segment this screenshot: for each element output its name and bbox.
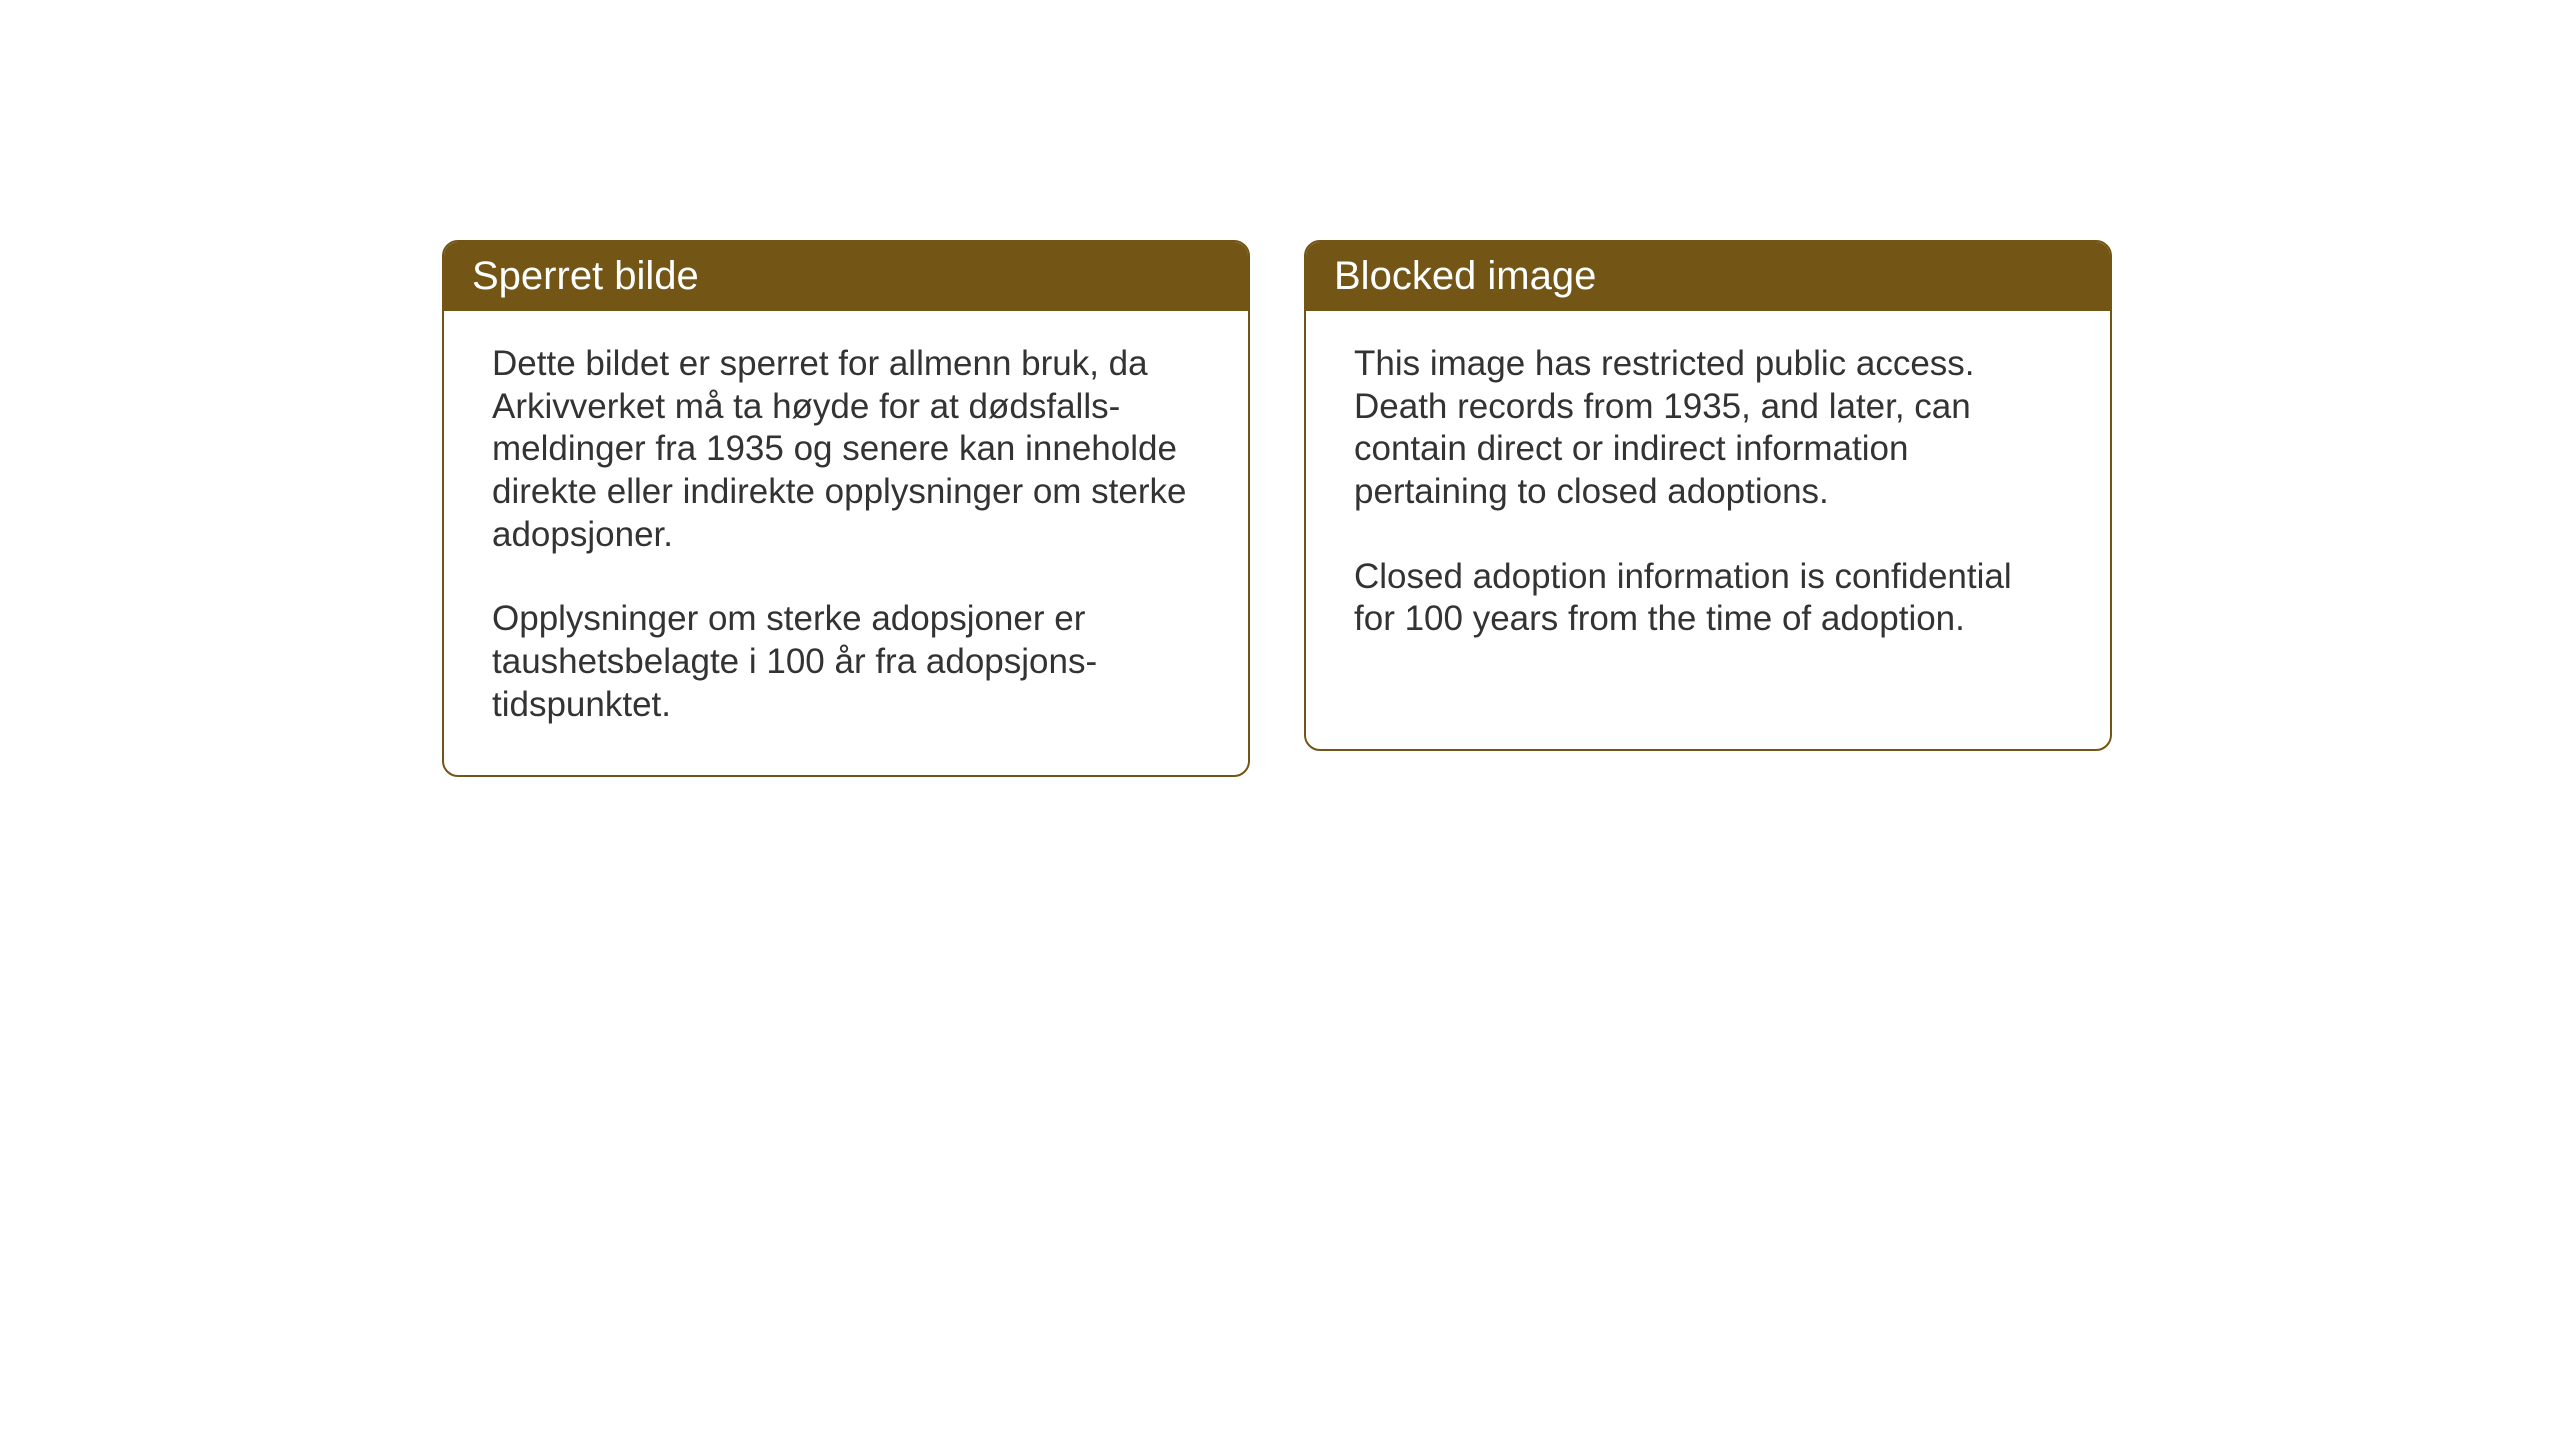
norwegian-paragraph-2: Opplysninger om sterke adopsjoner er tau… bbox=[492, 598, 1200, 726]
english-paragraph-2: Closed adoption information is confident… bbox=[1354, 556, 2062, 641]
english-card-body: This image has restricted public access.… bbox=[1306, 311, 2110, 689]
notice-container: Sperret bilde Dette bildet er sperret fo… bbox=[442, 240, 2112, 777]
norwegian-card-title: Sperret bilde bbox=[444, 242, 1248, 311]
english-notice-card: Blocked image This image has restricted … bbox=[1304, 240, 2112, 751]
norwegian-card-body: Dette bildet er sperret for allmenn bruk… bbox=[444, 311, 1248, 775]
norwegian-notice-card: Sperret bilde Dette bildet er sperret fo… bbox=[442, 240, 1250, 777]
norwegian-paragraph-1: Dette bildet er sperret for allmenn bruk… bbox=[492, 343, 1200, 556]
english-paragraph-1: This image has restricted public access.… bbox=[1354, 343, 2062, 514]
english-card-title: Blocked image bbox=[1306, 242, 2110, 311]
